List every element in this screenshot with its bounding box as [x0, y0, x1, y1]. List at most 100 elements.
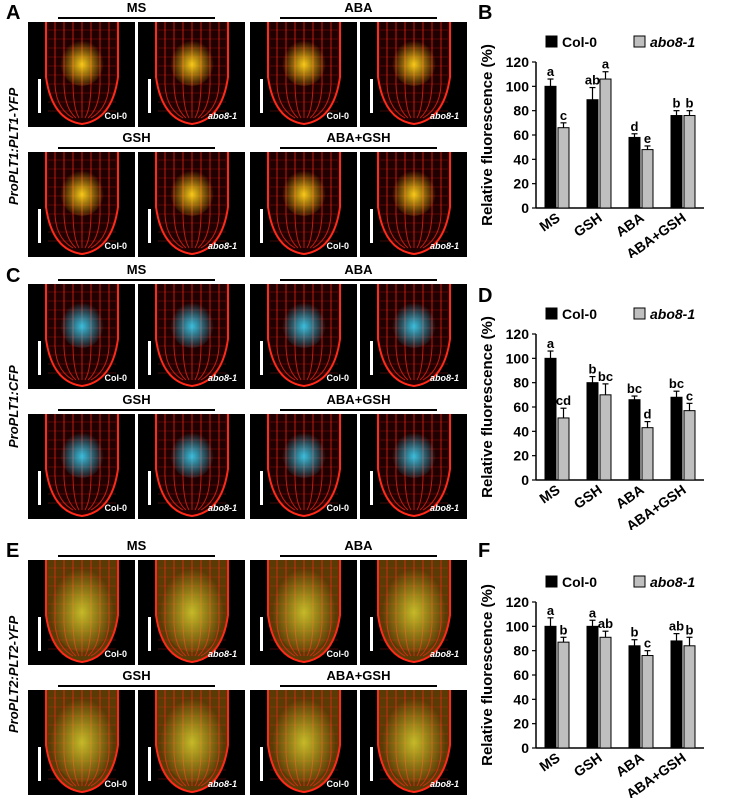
significance-letter: bc	[598, 369, 613, 384]
legend-label: Col-0	[562, 34, 597, 50]
x-tick-label: MS	[536, 481, 562, 506]
root-micrograph: abo8-1	[360, 152, 467, 257]
bar	[599, 78, 612, 209]
y-tick-label: 120	[506, 326, 530, 342]
genotype-label: abo8-1	[207, 241, 237, 251]
scale-bar	[260, 617, 263, 651]
panel-label-d: D	[478, 285, 493, 307]
significance-letter: bc	[627, 381, 642, 396]
root-micrograph: abo8-1	[138, 414, 245, 519]
bar	[628, 645, 641, 749]
y-tick-label: 0	[521, 200, 529, 216]
scale-bar	[260, 341, 263, 375]
root-micrograph: abo8-1	[138, 284, 245, 389]
condition-underline	[58, 17, 215, 19]
genotype-label: abo8-1	[429, 779, 459, 789]
bar	[557, 641, 570, 749]
bar	[557, 127, 570, 209]
root-micrograph: Col-0	[28, 690, 135, 795]
genotype-label: Col-0	[326, 503, 350, 513]
condition-underline	[58, 555, 215, 557]
scale-bar	[370, 79, 373, 113]
scale-bar	[370, 209, 373, 243]
condition-underline	[280, 409, 437, 411]
scale-bar	[370, 617, 373, 651]
y-axis-label: Relative fluorescence (%)	[479, 584, 496, 766]
legend-label: Col-0	[562, 574, 597, 590]
bar	[557, 417, 570, 481]
scale-bar	[370, 471, 373, 505]
y-tick-label: 100	[506, 618, 530, 634]
y-tick-label: 40	[513, 691, 529, 707]
genotype-label: abo8-1	[429, 649, 459, 659]
reporter-label-plt1-cfp: ProPLT1:CFP	[6, 365, 21, 448]
scale-bar	[38, 747, 41, 781]
scale-bar	[38, 617, 41, 651]
genotype-label: Col-0	[104, 373, 128, 383]
genotype-label: Col-0	[104, 779, 128, 789]
root-micrograph: Col-0	[28, 22, 135, 127]
condition-label: ABA+GSH	[326, 668, 391, 683]
root-micrograph: abo8-1	[360, 414, 467, 519]
scale-bar	[370, 747, 373, 781]
significance-letter: d	[644, 407, 652, 422]
bar	[641, 149, 654, 209]
scale-bar	[370, 341, 373, 375]
x-tick-label: MS	[536, 749, 562, 774]
bar	[628, 136, 641, 209]
root-micrograph: Col-0	[250, 284, 357, 389]
significance-letter: ab	[585, 73, 600, 88]
genotype-label: abo8-1	[207, 779, 237, 789]
scale-bar	[148, 747, 151, 781]
condition-underline	[58, 279, 215, 281]
scale-bar	[148, 209, 151, 243]
bar	[599, 394, 612, 481]
y-tick-label: 60	[513, 399, 529, 415]
genotype-label: Col-0	[104, 111, 128, 121]
significance-letter: a	[547, 336, 555, 351]
root-micrograph: abo8-1	[138, 560, 245, 665]
condition-underline	[58, 409, 215, 411]
scale-bar	[148, 471, 151, 505]
genotype-label: abo8-1	[207, 649, 237, 659]
legend-swatch	[545, 307, 558, 320]
condition-label: MS	[126, 0, 147, 15]
scale-bar	[148, 341, 151, 375]
genotype-label: abo8-1	[207, 373, 237, 383]
bar	[586, 382, 599, 481]
condition-label: ABA	[344, 262, 373, 277]
reporter-label-plt1-yfp: ProPLT1:PLT1-YFP	[6, 87, 21, 205]
significance-letter: b	[631, 625, 639, 640]
root-micrograph: Col-0	[28, 560, 135, 665]
chart-b: Relative fluorescence (%) 0 20 40 60 80 100 120…	[478, 28, 738, 262]
condition-underline	[280, 555, 437, 557]
significance-letter: b	[560, 622, 568, 637]
significance-letter: a	[589, 605, 597, 620]
y-tick-label: 40	[513, 151, 529, 167]
y-tick-label: 80	[513, 375, 529, 391]
legend-label: Col-0	[562, 306, 597, 322]
y-tick-label: 100	[506, 350, 530, 366]
significance-letter: e	[644, 131, 651, 146]
root-micrograph: abo8-1	[360, 560, 467, 665]
root-micrograph: Col-0	[250, 414, 357, 519]
genotype-label: abo8-1	[207, 503, 237, 513]
y-tick-label: 20	[513, 716, 529, 732]
significance-letter: d	[631, 119, 639, 134]
y-axis-label: Relative fluorescence (%)	[479, 316, 496, 498]
genotype-label: abo8-1	[429, 373, 459, 383]
significance-letter: b	[686, 96, 694, 111]
bar	[586, 99, 599, 209]
x-tick-label: GSH	[571, 749, 605, 780]
x-tick-label: GSH	[571, 209, 605, 240]
panel-label-c: C	[6, 265, 21, 287]
bar	[683, 115, 696, 209]
y-tick-label: 100	[506, 78, 530, 94]
root-micrograph: Col-0	[250, 560, 357, 665]
significance-letter: bc	[669, 376, 684, 391]
root-micrograph: Col-0	[28, 284, 135, 389]
root-micrograph: abo8-1	[360, 22, 467, 127]
genotype-label: Col-0	[104, 241, 128, 251]
legend-label: abo8-1	[650, 34, 695, 50]
y-tick-label: 40	[513, 423, 529, 439]
